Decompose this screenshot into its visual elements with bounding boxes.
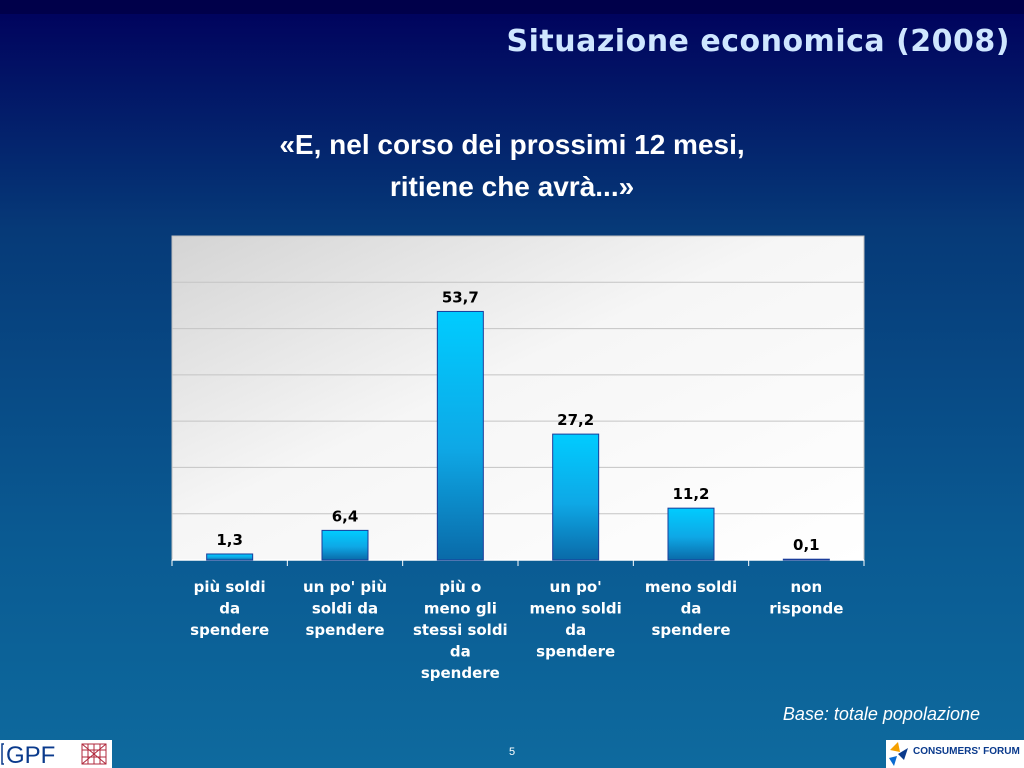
category-label-2-line-2: stessi soldi bbox=[413, 621, 508, 639]
question-line-1: «E, nel corso dei prossimi 12 mesi, bbox=[279, 129, 745, 160]
consumers-forum-text: CONSUMERS' FORUM bbox=[913, 745, 1020, 757]
bar-0 bbox=[206, 553, 254, 561]
category-label-5-line-1: risponde bbox=[769, 600, 843, 618]
category-label-4-line-0: meno soldi bbox=[645, 578, 737, 596]
category-label-5-line-0: non bbox=[790, 578, 822, 596]
data-label-1: 6,4 bbox=[332, 507, 359, 525]
category-label-2-line-0: più o bbox=[439, 578, 481, 596]
question-line-2: ritiene che avrà...» bbox=[389, 171, 635, 202]
category-label-0-line-0: più soldi bbox=[194, 578, 266, 596]
gpf-logo-mark: GPF bbox=[1, 742, 107, 768]
category-label-2-line-3: da bbox=[450, 643, 471, 661]
category-label-4-line-1: da bbox=[681, 600, 702, 618]
category-label-2-line-4: spendere bbox=[421, 664, 500, 682]
page-number: 5 bbox=[508, 746, 516, 758]
data-label-5: 0,1 bbox=[793, 536, 820, 554]
category-label-3-line-3: spendere bbox=[536, 643, 615, 661]
data-label-3: 27,2 bbox=[557, 411, 594, 429]
bar-1 bbox=[321, 529, 369, 561]
plot-area bbox=[171, 235, 865, 561]
category-label-0-line-2: spendere bbox=[190, 621, 269, 639]
category-label-0-line-1: da bbox=[219, 600, 240, 618]
category-label-4-line-2: spendere bbox=[652, 621, 731, 639]
category-label-1-line-2: spendere bbox=[306, 621, 385, 639]
category-label-1-line-0: un po' più bbox=[303, 578, 387, 596]
data-label-2: 53,7 bbox=[442, 288, 479, 306]
bar-5 bbox=[782, 558, 830, 561]
data-label-0: 1,3 bbox=[216, 531, 243, 549]
data-label-4: 11,2 bbox=[672, 485, 709, 503]
category-label-3-line-1: meno soldi bbox=[530, 600, 622, 618]
category-label-3-line-2: da bbox=[565, 621, 586, 639]
top-bar bbox=[0, 0, 1024, 14]
category-label-1-line-1: soldi da bbox=[312, 600, 378, 618]
bar-3 bbox=[552, 433, 600, 561]
category-label-2-line-1: meno gli bbox=[424, 600, 497, 618]
bar-2 bbox=[436, 310, 484, 561]
category-label-3-line-0: un po' bbox=[550, 578, 602, 596]
bar-4 bbox=[667, 507, 715, 561]
consumers-forum-logo: CONSUMERS' FORUM bbox=[886, 740, 1024, 768]
gpf-logo: GPF bbox=[0, 740, 112, 768]
consumers-forum-mark bbox=[889, 742, 908, 766]
base-note: Base: totale popolazione bbox=[782, 704, 980, 724]
slide-title: Situazione economica (2008) bbox=[506, 24, 1010, 59]
gpf-logo-text: GPF bbox=[6, 742, 55, 768]
question-text: «E, nel corso dei prossimi 12 mesi, riti… bbox=[0, 124, 1024, 208]
